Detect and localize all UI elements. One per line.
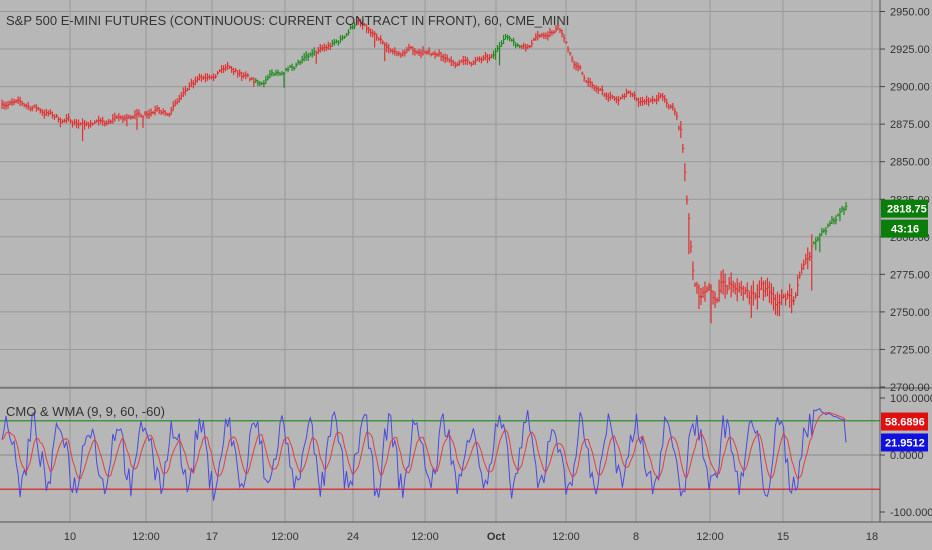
wma-line — [1, 412, 847, 480]
osc-tick-label: 100.0000 — [890, 393, 932, 405]
osc-tick-label: 0.0000 — [890, 450, 924, 462]
last-price-tag-bg — [881, 199, 928, 218]
cmo-line — [1, 408, 847, 501]
time-tick-label: 12:00 — [411, 531, 439, 543]
price-series — [1, 16, 848, 324]
price-chart-title: S&P 500 E-MINI FUTURES (CONTINUOUS: CURR… — [6, 13, 569, 28]
price-pane-background — [0, 0, 880, 387]
countdown-tag-bg — [881, 219, 928, 238]
time-tick-label: 12:00 — [552, 531, 580, 543]
price-tick-label: 2900.00 — [890, 82, 930, 94]
price-tick-label: 2875.00 — [890, 119, 930, 131]
oscillator-axis[interactable]: 100.0000 0.0000 -100.0000 — [880, 393, 932, 519]
oscillator-pane[interactable]: CMO & WMA (9, 9, 60, -60) — [0, 389, 880, 522]
time-tick-label: 8 — [633, 531, 639, 543]
time-tick-label: 24 — [347, 531, 359, 543]
time-tick-label: 15 — [777, 531, 789, 543]
last-price-tag: 2818.75 — [887, 204, 927, 216]
cmo-value-tag: 21.9512 — [885, 437, 925, 449]
time-tick-label: 10 — [64, 531, 76, 543]
price-tick-label: 2850.00 — [890, 157, 930, 169]
price-tick-label: 2725.00 — [890, 344, 930, 356]
time-tick-label: 17 — [206, 531, 218, 543]
time-tick-label: 12:00 — [696, 531, 724, 543]
wma-value-tag-bg — [881, 412, 928, 431]
price-gridlines — [0, 0, 880, 388]
oscillator-levels — [0, 420, 880, 490]
oscillator-series — [1, 408, 847, 501]
countdown-tag: 43:16 — [891, 224, 919, 236]
time-tick-label: 18 — [866, 531, 878, 543]
price-tick-label: 2750.00 — [890, 307, 930, 319]
wma-value-tag: 58.6896 — [885, 417, 925, 429]
price-tick-label: 2700.00 — [890, 382, 930, 394]
price-tick-label: 2775.00 — [890, 269, 930, 281]
oscillator-title: CMO & WMA (9, 9, 60, -60) — [6, 404, 165, 419]
time-tick-label: 12:00 — [132, 531, 160, 543]
price-pane[interactable]: S&P 500 E-MINI FUTURES (CONTINUOUS: CURR… — [0, 0, 880, 388]
cmo-value-tag-bg — [881, 433, 928, 452]
osc-tick-label: -100.0000 — [890, 507, 932, 519]
value-tags: 2818.75 43:16 58.6896 21.9512 — [881, 199, 928, 452]
time-axis[interactable]: 10 12:00 17 12:00 24 12:00 Oct 12:00 8 12:00 15 18 — [64, 531, 878, 543]
price-tick-label: 2950.00 — [890, 7, 930, 19]
time-tick-label: Oct — [487, 531, 506, 543]
price-tick-label: 2925.00 — [890, 44, 930, 56]
time-tick-label: 12:00 — [271, 531, 299, 543]
